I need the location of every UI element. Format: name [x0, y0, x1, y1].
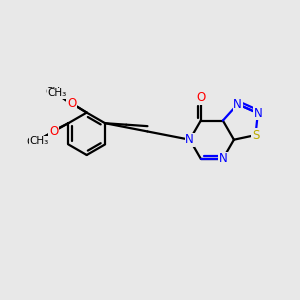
- Text: O: O: [67, 97, 76, 110]
- Text: O: O: [49, 125, 58, 138]
- Text: S: S: [252, 129, 259, 142]
- Text: CH₃: CH₃: [29, 136, 49, 146]
- Text: O: O: [48, 125, 58, 138]
- Text: CH₃: CH₃: [45, 87, 64, 97]
- Text: O: O: [67, 97, 76, 110]
- Text: N: N: [233, 98, 242, 111]
- Text: CH₃: CH₃: [48, 88, 67, 98]
- Text: N: N: [254, 106, 262, 120]
- Text: CH₃: CH₃: [27, 137, 46, 147]
- Text: O: O: [196, 91, 206, 104]
- Text: N: N: [185, 133, 194, 146]
- Text: N: N: [218, 152, 227, 165]
